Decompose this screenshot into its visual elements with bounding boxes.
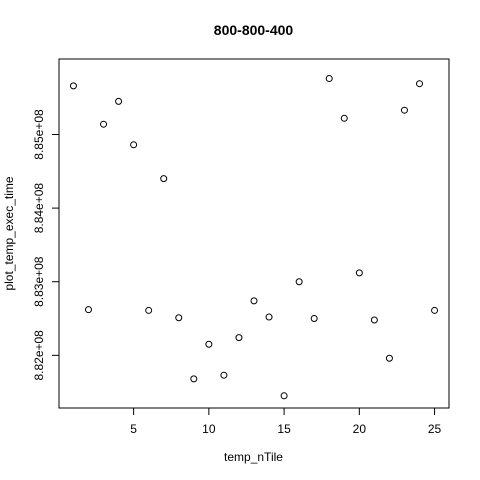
data-point xyxy=(265,313,273,321)
data-point xyxy=(190,375,198,383)
y-tick-label: 8.83e+08 xyxy=(32,256,46,307)
x-tick-label: 25 xyxy=(428,422,442,436)
x-axis: 5 10 15 20 25 xyxy=(130,407,442,436)
data-points xyxy=(69,75,439,400)
data-point xyxy=(310,315,318,323)
data-point xyxy=(130,141,138,149)
data-point xyxy=(115,97,123,105)
data-point xyxy=(220,371,228,379)
data-point xyxy=(416,80,424,88)
data-point xyxy=(84,306,92,314)
chart-title: 800-800-400 xyxy=(214,22,294,38)
data-point xyxy=(250,297,258,305)
x-axis-label: temp_nTile xyxy=(224,450,283,464)
y-axis-label: plot_temp_exec_time xyxy=(2,176,16,290)
data-point xyxy=(160,175,168,183)
y-axis: 8.82e+08 8.83e+08 8.84e+08 8.85e+08 xyxy=(32,109,60,381)
data-point xyxy=(175,314,183,322)
data-point xyxy=(325,75,333,83)
y-tick-label: 8.84e+08 xyxy=(32,183,46,234)
data-point xyxy=(431,306,439,314)
data-point xyxy=(385,354,393,362)
data-point xyxy=(280,392,288,400)
data-point xyxy=(145,306,153,314)
y-tick-label: 8.85e+08 xyxy=(32,109,46,160)
data-point xyxy=(205,340,213,348)
x-tick-label: 20 xyxy=(353,422,367,436)
data-point xyxy=(355,269,363,277)
data-point xyxy=(69,82,77,90)
x-tick-label: 10 xyxy=(202,422,216,436)
data-point xyxy=(400,106,408,114)
x-tick-label: 15 xyxy=(277,422,291,436)
y-tick-label: 8.82e+08 xyxy=(32,330,46,381)
data-point xyxy=(370,316,378,324)
x-tick-label: 5 xyxy=(130,422,137,436)
data-point xyxy=(340,114,348,122)
data-point xyxy=(235,334,243,342)
data-point xyxy=(100,120,108,128)
data-point xyxy=(295,278,303,286)
